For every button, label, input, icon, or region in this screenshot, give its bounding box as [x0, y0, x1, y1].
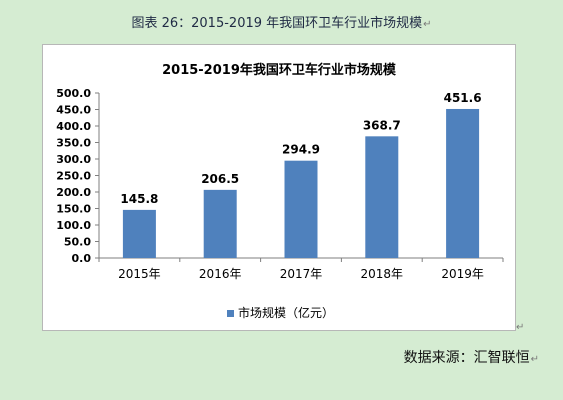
paragraph-mark: ↵ — [530, 354, 539, 365]
value-labels: 145.8 206.5 294.9 368.7 451.6 — [120, 91, 481, 206]
y-tick-label: 100.0 — [56, 219, 91, 232]
x-tick-label: 2019年 — [441, 267, 484, 281]
bar-chart: 2015-2019年我国环卫车行业市场规模 0.0 50.0 100.0 150.0 2… — [56, 62, 504, 320]
bar — [446, 108, 480, 258]
legend-swatch — [227, 310, 234, 317]
y-tick-label: 0.0 — [72, 252, 92, 265]
bar — [284, 160, 318, 258]
y-tick-label: 500.0 — [56, 87, 91, 100]
y-tick-label: 250.0 — [56, 170, 91, 183]
caption-text: 图表 26：2015-2019 年我国环卫车行业市场规模 — [131, 16, 423, 31]
x-tick-label: 2016年 — [199, 267, 242, 281]
data-label: 145.8 — [120, 192, 158, 206]
bar — [122, 209, 156, 258]
bar — [365, 136, 399, 258]
y-tick-label: 300.0 — [56, 153, 91, 166]
chart-frame: 2015-2019年我国环卫车行业市场规模 0.0 50.0 100.0 150.0 2… — [42, 44, 516, 331]
data-label: 206.5 — [201, 172, 239, 186]
y-tick-label: 350.0 — [56, 137, 91, 150]
y-tick-label: 150.0 — [56, 203, 91, 216]
data-source: 数据来源：汇智联恒↵ — [404, 347, 539, 367]
legend: 市场规模（亿元） — [227, 305, 334, 320]
y-tick-label: 50.0 — [64, 236, 91, 249]
source-text: 数据来源：汇智联恒 — [403, 350, 530, 366]
y-tick-label: 200.0 — [56, 186, 91, 199]
chart-title: 2015-2019年我国环卫车行业市场规模 — [162, 62, 397, 78]
data-label: 451.6 — [444, 91, 482, 105]
paragraph-mark: ↵ — [423, 19, 432, 30]
paragraph-mark: ↵ — [516, 322, 525, 333]
x-tick-label: 2018年 — [361, 267, 404, 281]
data-label: 368.7 — [363, 118, 401, 132]
x-tick-label: 2015年 — [118, 267, 161, 281]
y-tick-label: 400.0 — [56, 120, 91, 133]
y-tick-label: 450.0 — [56, 104, 91, 117]
legend-label: 市场规模（亿元） — [238, 305, 334, 320]
figure-caption: 图表 26：2015-2019 年我国环卫车行业市场规模↵ — [0, 12, 563, 31]
x-tick-label: 2017年 — [280, 267, 323, 281]
data-label: 294.9 — [282, 143, 320, 157]
x-axis: 2015年 2016年 2017年 2018年 2019年 — [98, 257, 504, 281]
bar — [203, 189, 237, 258]
y-axis: 0.0 50.0 100.0 150.0 200.0 250.0 300.0 350.0 400… — [56, 87, 100, 265]
bars — [122, 108, 480, 258]
